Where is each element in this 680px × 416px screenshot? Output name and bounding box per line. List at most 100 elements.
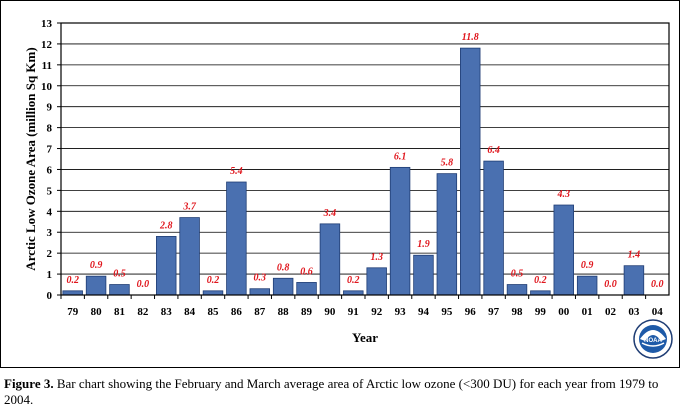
noaa-logo-text: NOAA: [644, 338, 662, 344]
figure-caption: Figure 3. Bar chart showing the February…: [4, 376, 678, 408]
bar-value-label: 0.8: [277, 262, 290, 273]
bar: [576, 275, 598, 296]
x-tick-label: 04: [652, 306, 664, 318]
y-tick-label: 12: [41, 39, 53, 51]
caption-text: Bar chart showing the February and March…: [4, 376, 659, 407]
x-tick-label: 84: [184, 306, 196, 318]
bar-value-label: 3.4: [323, 208, 337, 219]
bars: [62, 47, 645, 296]
bar: [296, 282, 317, 296]
x-tick-label: 01: [582, 306, 593, 318]
y-tick-label: 2: [47, 248, 53, 260]
x-tick-label: 86: [231, 306, 243, 318]
bar-value-label: 0.2: [66, 275, 79, 286]
y-tick-label: 10: [41, 81, 53, 93]
bar-value-label: 0.2: [347, 275, 360, 286]
bar: [460, 47, 481, 296]
bar-value-label: 0.9: [581, 260, 594, 271]
x-tick-label: 97: [488, 306, 500, 318]
bar-value-label: 5.8: [441, 158, 454, 169]
x-tick-label: 79: [67, 306, 79, 318]
bar-value-label: 0.2: [534, 275, 547, 286]
y-tick-label: 3: [47, 227, 53, 239]
x-tick-label: 00: [558, 306, 570, 318]
x-tick-label: 85: [208, 306, 220, 318]
bar: [156, 236, 177, 296]
x-tick-label: 99: [535, 306, 547, 318]
bar-value-label: 3.7: [182, 202, 197, 213]
x-tick-label: 80: [91, 306, 103, 318]
y-tick-label: 5: [47, 185, 53, 197]
bar-value-label: 11.8: [462, 32, 479, 43]
bar: [366, 267, 387, 296]
x-tick-label: 90: [324, 306, 336, 318]
bar-value-label: 1.3: [370, 252, 383, 263]
x-tick-label: 98: [512, 306, 524, 318]
bar-value-label: 6.4: [487, 145, 500, 156]
bar-value-label: 4.3: [557, 189, 571, 200]
y-axis-title: Arctic Low Ozone Area (million Sq Km): [23, 47, 38, 270]
y-tick-label: 6: [47, 164, 53, 176]
bar: [226, 181, 247, 296]
bar-value-label: 0.5: [511, 269, 524, 280]
bar-value-label: 0.0: [137, 279, 150, 290]
chart-figure: 0.2 0.9 0.5 0.0 2.8 3.7 0.2 5.4 0.3 0.8 0.6 3.4 0.2 1…: [0, 0, 680, 368]
y-tick-label: 13: [41, 18, 53, 30]
x-tick-label: 96: [465, 306, 477, 318]
y-tick-label: 7: [47, 144, 53, 156]
y-tick-label: 8: [47, 123, 53, 135]
x-tick-label: 94: [418, 306, 430, 318]
x-tick-label: 81: [114, 306, 125, 318]
bar-value-label: 0.9: [90, 260, 103, 271]
y-tick-label: 0: [47, 290, 53, 302]
x-tick-label: 92: [371, 306, 383, 318]
y-tick-label: 9: [47, 102, 53, 114]
x-tick-label: 87: [254, 306, 266, 318]
bar: [62, 290, 83, 296]
bar: [272, 277, 294, 296]
y-tick-label: 4: [47, 206, 53, 218]
bar-value-label: 0.5: [113, 269, 126, 280]
bar-value-label: 0.0: [651, 279, 664, 290]
bar-value-label: 1.4: [628, 250, 641, 261]
x-tick-label: 93: [395, 306, 407, 318]
bar-value-label: 0.0: [604, 279, 617, 290]
bar: [202, 290, 224, 296]
bar-value-label: 0.2: [207, 275, 220, 286]
noaa-logo-icon: NOAA: [633, 319, 673, 359]
x-tick-label: 02: [605, 306, 617, 318]
x-tick-label: 89: [301, 306, 313, 318]
y-tick-label: 1: [47, 269, 53, 281]
plot-frame: [60, 22, 670, 296]
bar: [436, 173, 458, 296]
x-tick-label: 95: [441, 306, 453, 318]
bar: [413, 254, 434, 296]
gridlines: [61, 22, 669, 275]
bar: [85, 275, 107, 296]
x-axis-title: Year: [352, 330, 378, 345]
bar: [553, 204, 574, 296]
bar: [389, 166, 411, 296]
bar-value-label: 2.8: [159, 220, 173, 231]
bar: [109, 284, 130, 296]
bar-value-label: 0.6: [300, 266, 313, 277]
bar: [179, 217, 200, 296]
bar: [530, 290, 551, 296]
x-tick-label: 82: [137, 306, 149, 318]
bar-value-label: 5.4: [230, 166, 243, 177]
x-tick-label: 88: [278, 306, 290, 318]
bar: [483, 160, 504, 296]
x-tick-label: 91: [348, 306, 359, 318]
data-labels: 0.2 0.9 0.5 0.0 2.8 3.7 0.2 5.4 0.3 0.8 0.6 3.4 0.2 1…: [66, 32, 663, 290]
bar-value-label: 0.3: [254, 273, 267, 284]
x-tick-label: 83: [161, 306, 173, 318]
bar: [623, 265, 645, 296]
bar-value-label: 1.9: [417, 239, 430, 250]
bar: [319, 223, 341, 296]
bar-chart: 0.2 0.9 0.5 0.0 2.8 3.7 0.2 5.4 0.3 0.8 0.6 3.4 0.2 1…: [23, 18, 670, 345]
bar-value-label: 6.1: [394, 151, 407, 162]
caption-label: Figure 3.: [4, 376, 54, 391]
x-tick-label: 03: [628, 306, 640, 318]
bar: [249, 288, 270, 296]
